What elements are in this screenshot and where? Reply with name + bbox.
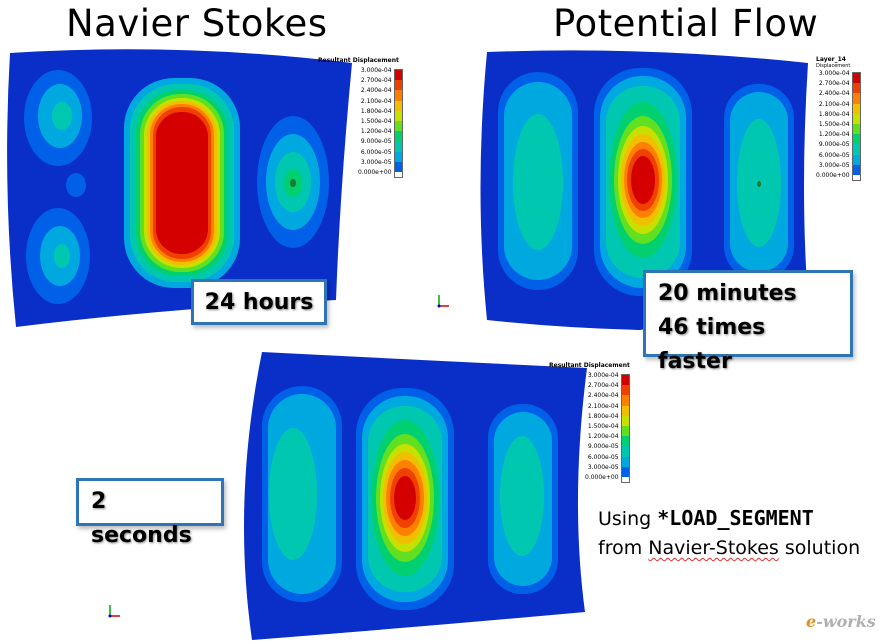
legend-swatch [852, 144, 860, 155]
potential-flow-time-box: 20 minutes 46 times faster [643, 270, 853, 374]
legend-swatch [852, 154, 860, 165]
legend-tick: 2.100e-04 [818, 100, 850, 108]
legend-tick: 1.800e-04 [360, 107, 392, 115]
legend-ticks: 3.000e-04 2.700e-04 2.400e-04 2.100e-04 … [358, 66, 392, 178]
legend-ticks: 3.000e-04 2.700e-04 2.400e-04 2.100e-04 … [585, 371, 619, 483]
legend-swatch [621, 466, 629, 477]
legend-tick: 1.800e-04 [818, 110, 850, 118]
legend-swatch [621, 405, 629, 416]
load-segment-note: Using *LOAD_SEGMENT from Navier-Stokes s… [598, 504, 860, 563]
legend-swatch [394, 100, 402, 111]
axis-triad-icon [108, 605, 120, 618]
note-prefix: from [598, 537, 649, 559]
legend-colorbar [393, 69, 403, 179]
navier-stokes-heading: Navier Stokes [66, 2, 328, 45]
legend-tick: 3.000e-05 [818, 161, 850, 169]
e-works-logo: e-works [806, 612, 876, 631]
legend-swatch [394, 90, 402, 101]
legend-tick: 9.000e-05 [360, 138, 392, 146]
legend-swatch [394, 110, 402, 121]
legend-swatch [394, 131, 402, 142]
time-box-line: 46 times faster [658, 315, 766, 374]
legend-swatch [852, 113, 860, 124]
legend-tick: 2.700e-04 [360, 77, 392, 85]
legend-tick: 9.000e-05 [818, 141, 850, 149]
note-prefix: Using [598, 508, 658, 530]
legend-swatch [852, 103, 860, 114]
legend-tick: 6.000e-05 [818, 151, 850, 159]
legend-tick: 2.400e-04 [360, 87, 392, 95]
legend-top-right: Layer_14 Displacement 3.000e-04 2.700e-0… [816, 56, 861, 182]
legend-swatch [394, 70, 402, 81]
legend-swatch [621, 375, 629, 386]
legend-tick: 3.000e-04 [587, 372, 619, 379]
legend-tick: 1.200e-04 [818, 131, 850, 139]
legend-tick: 1.800e-04 [587, 412, 619, 420]
legend-swatch [852, 123, 860, 135]
legend-colorbar [620, 374, 630, 484]
navier-stokes-time-box: 24 hours [191, 279, 327, 325]
load-segment-time-box: 2 seconds [76, 478, 224, 548]
legend-tick: 2.700e-04 [818, 80, 850, 88]
legend-tick: 2.400e-04 [818, 90, 850, 98]
legend-swatch [394, 161, 402, 172]
legend-swatch [621, 436, 629, 447]
legend-swatch [852, 164, 860, 175]
legend-tick: 2.700e-04 [587, 382, 619, 390]
axis-triad-icon [437, 295, 449, 308]
legend-swatch [852, 83, 860, 94]
load-segment-keyword: *LOAD_SEGMENT [657, 506, 814, 530]
time-box-line: 24 hours [204, 290, 314, 315]
legend-tick: 1.200e-04 [587, 433, 619, 441]
legend-title: Resultant Displacement [549, 362, 630, 369]
legend-bottom: Resultant Displacement 3.000e-04 2.700e-… [549, 362, 630, 484]
time-box-line: 2 seconds [91, 489, 192, 548]
legend-subtitle: Displacement [816, 63, 851, 69]
legend-tick: 2.100e-04 [360, 97, 392, 105]
legend-tick: 3.000e-04 [818, 70, 850, 77]
navier-stokes-term: Navier-Stokes [648, 537, 779, 559]
legend-swatch [621, 415, 629, 426]
legend-tick: 1.500e-04 [360, 117, 392, 125]
legend-swatch [394, 80, 402, 91]
legend-swatch [852, 73, 860, 84]
note-suffix: solution [778, 537, 861, 559]
legend-tick: 1.200e-04 [360, 128, 392, 136]
legend-ticks: 3.000e-04 2.700e-04 2.400e-04 2.100e-04 … [816, 69, 850, 181]
legend-tick: 3.000e-05 [587, 463, 619, 471]
legend-top-left: Resultant Displacement 3.000e-04 2.700e-… [318, 57, 403, 179]
potential-flow-heading: Potential Flow [553, 2, 819, 45]
legend-tick: 0.000e+00 [585, 473, 619, 481]
note-line-1: Using *LOAD_SEGMENT [598, 504, 860, 534]
legend-tick: 3.000e-05 [360, 158, 392, 166]
legend-title: Layer_14 [816, 56, 846, 63]
legend-tick: 2.400e-04 [587, 392, 619, 400]
legend-tick: 0.000e+00 [816, 171, 850, 179]
legend-tick: 3.000e-04 [360, 67, 392, 74]
legend-swatch [621, 395, 629, 406]
legend-tick: 1.500e-04 [818, 120, 850, 128]
legend-colorbar [851, 72, 861, 182]
legend-swatch [394, 120, 402, 132]
legend-tick: 6.000e-05 [587, 453, 619, 461]
legend-swatch [621, 385, 629, 396]
legend-title: Resultant Displacement [318, 57, 399, 64]
legend-swatch [621, 456, 629, 467]
legend-tick: 6.000e-05 [360, 148, 392, 156]
legend-swatch [394, 151, 402, 162]
legend-tick: 9.000e-05 [587, 443, 619, 451]
legend-tick: 2.100e-04 [587, 402, 619, 410]
legend-tick: 0.000e+00 [358, 168, 392, 176]
legend-swatch [621, 425, 629, 437]
legend-swatch [394, 141, 402, 152]
legend-swatch [852, 134, 860, 145]
legend-tick: 1.500e-04 [587, 422, 619, 430]
legend-swatch [621, 446, 629, 457]
note-line-2: from Navier-Stokes solution [598, 534, 860, 563]
legend-swatch [852, 93, 860, 104]
time-box-line: 20 minutes [658, 281, 797, 306]
